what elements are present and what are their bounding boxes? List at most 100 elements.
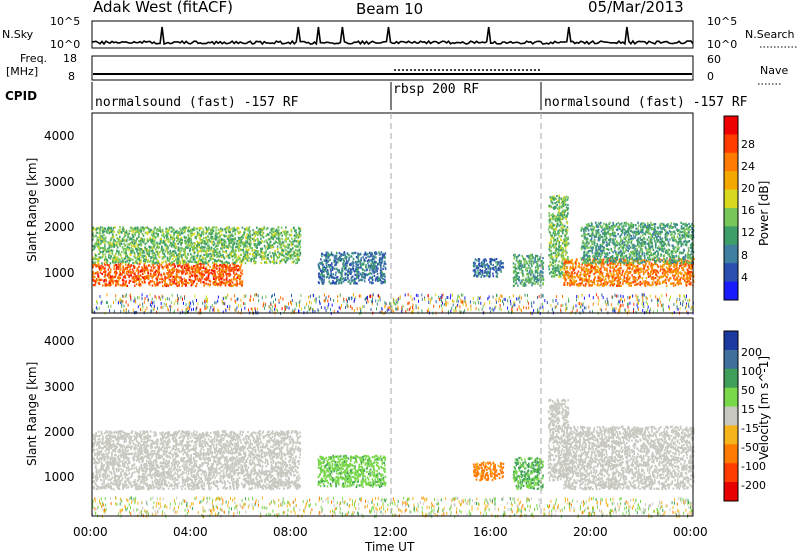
data-cell-6 — [593, 272, 595, 276]
data-cell-1 — [211, 236, 213, 239]
data-cell-1 — [92, 256, 94, 259]
data-cell-1 — [238, 255, 240, 258]
data-cell-2 — [364, 269, 366, 272]
data-cell-5 — [556, 204, 558, 207]
data-cell-2 — [346, 252, 349, 255]
data-cell-0 — [166, 264, 168, 268]
data-cell-1 — [247, 256, 249, 259]
data-cell-1 — [195, 261, 197, 264]
data-cell-2 — [317, 281, 320, 284]
data-cell-1 — [174, 251, 177, 254]
data-cell-0 — [97, 278, 100, 281]
data-cell-0 — [176, 275, 179, 279]
freq-tick-bottom: 8 — [68, 70, 75, 83]
data-cell-0 — [214, 273, 217, 276]
data-cell-0 — [118, 273, 121, 276]
nsky-tick-bottom: 10^0 — [50, 38, 80, 51]
data-cell-4 — [517, 284, 519, 287]
data-cell-1 — [296, 261, 299, 264]
data-cell-3 — [491, 258, 493, 261]
data-cell-1 — [184, 251, 186, 254]
data-cell-1 — [118, 238, 121, 241]
data-cell-1 — [186, 240, 188, 243]
data-cell-1 — [290, 228, 293, 231]
data-cell-6 — [598, 267, 600, 271]
data-cell-1 — [246, 229, 249, 232]
data-cell-1 — [242, 255, 245, 258]
data-cell-4 — [526, 255, 528, 258]
data-cell-1 — [178, 252, 180, 256]
data-cell-1 — [199, 255, 201, 258]
data-cell-1 — [238, 227, 240, 230]
data-cell-2 — [384, 262, 387, 266]
data-cell-6 — [620, 284, 622, 287]
data-cell-6 — [633, 283, 636, 286]
data-cell-4 — [534, 257, 536, 260]
data-cell-0 — [196, 282, 198, 285]
data-cell-4 — [536, 276, 538, 279]
data-cell-1 — [119, 245, 121, 248]
data-cell-5 — [555, 233, 558, 236]
data-cell-0 — [235, 267, 237, 270]
data-cell-0 — [201, 270, 203, 273]
data-cell-1 — [190, 234, 193, 237]
data-cell-0 — [123, 275, 125, 278]
data-cell-0 — [189, 271, 192, 274]
data-cell-3 — [483, 258, 486, 261]
data-cell-1 — [140, 226, 142, 229]
data-cell-2 — [364, 277, 366, 280]
data-cell-1 — [164, 250, 167, 253]
data-cell-1 — [231, 238, 233, 241]
data-cell-1 — [139, 252, 141, 255]
data-cell-3 — [497, 261, 500, 264]
data-cell-0 — [110, 283, 112, 286]
data-cell-0 — [229, 265, 231, 268]
data-cell-2 — [367, 262, 369, 265]
data-cell-1 — [214, 249, 217, 252]
data-cell-1 — [215, 226, 217, 229]
data-cell-1 — [295, 248, 297, 251]
data-cell-0 — [122, 278, 124, 281]
data-cell-1 — [201, 261, 204, 264]
data-cell-0 — [141, 270, 144, 273]
data-cell-1 — [103, 234, 105, 237]
data-cell-1 — [102, 247, 105, 250]
data-cell-0 — [214, 274, 217, 277]
data-cell-1 — [114, 226, 116, 229]
data-cell-1 — [184, 228, 186, 231]
data-cell-1 — [152, 261, 155, 264]
data-cell-1 — [235, 246, 237, 249]
data-cell-0 — [210, 272, 212, 275]
data-cell-1 — [140, 230, 142, 233]
data-cell-4 — [535, 280, 538, 283]
data-cell-4 — [529, 266, 531, 269]
data-cell-3 — [481, 261, 483, 264]
data-cell-1 — [100, 229, 102, 232]
data-cell-0 — [104, 270, 107, 273]
data-cell-1 — [151, 262, 154, 265]
data-cell-1 — [234, 261, 236, 264]
data-cell-3 — [495, 261, 497, 264]
data-cell-3 — [481, 273, 483, 276]
data-cell-5 — [564, 228, 567, 231]
data-cell-0 — [219, 268, 222, 271]
data-cell-1 — [124, 260, 127, 264]
data-cell-1 — [171, 242, 174, 245]
data-cell-0 — [234, 268, 236, 271]
data-cell-1 — [124, 257, 127, 260]
data-cell-1 — [128, 262, 130, 265]
data-cell-1 — [109, 257, 112, 260]
data-cell-0 — [142, 276, 145, 279]
data-cell-1 — [95, 242, 97, 245]
data-cell-2 — [335, 271, 337, 274]
data-cell-0 — [181, 278, 183, 281]
data-cell-1 — [261, 234, 264, 237]
data-cell-1 — [273, 242, 275, 245]
data-cell-1 — [295, 245, 297, 248]
data-cell-0 — [214, 280, 216, 283]
data-cell-1 — [289, 234, 291, 237]
data-cell-0 — [102, 265, 104, 269]
data-cell-0 — [228, 284, 231, 287]
data-cell-1 — [128, 232, 130, 235]
data-cell-1 — [289, 254, 292, 257]
